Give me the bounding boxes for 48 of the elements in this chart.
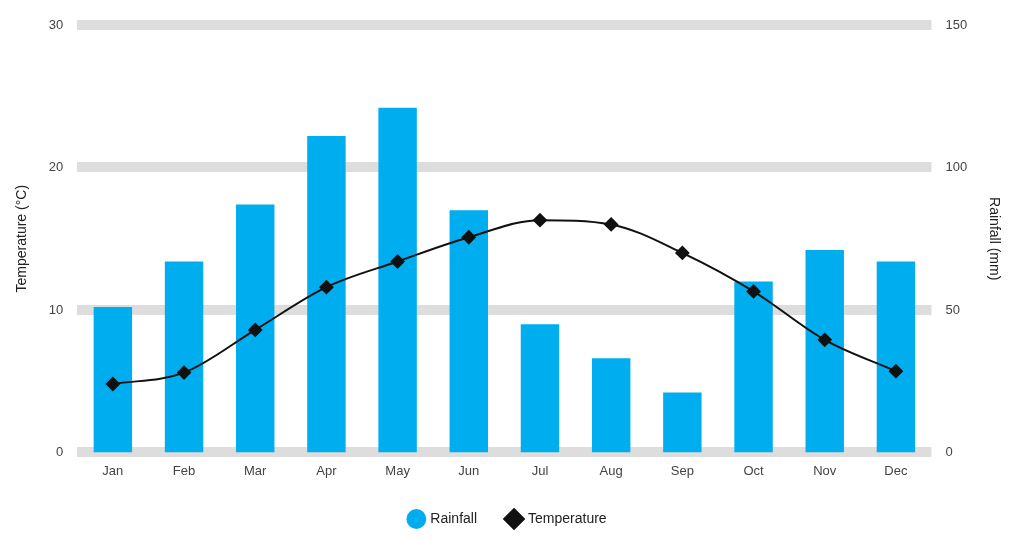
- y-tick-label: 10: [48, 301, 64, 317]
- bar: [663, 392, 702, 453]
- point: [604, 217, 619, 232]
- point: [319, 280, 334, 295]
- bar: [236, 204, 275, 453]
- x-tick-label: Jan: [102, 462, 124, 478]
- bar: [520, 324, 560, 453]
- point: [390, 254, 405, 269]
- y-axis-title: Temperature (°C): [13, 184, 30, 293]
- y2-tick-label: 0: [945, 443, 953, 459]
- point: [675, 245, 690, 260]
- x-tick-label: Dec: [884, 462, 908, 478]
- point: [248, 322, 263, 337]
- bar: [164, 261, 204, 453]
- y-tick-label: 30: [48, 16, 64, 32]
- x-tick-label: Nov: [813, 462, 837, 478]
- x-tick-label: Oct: [743, 462, 765, 478]
- point: [105, 377, 120, 392]
- bar: [93, 307, 133, 453]
- y2-tick-label: 150: [945, 16, 968, 32]
- x-tick-label: Sep: [670, 462, 694, 478]
- bar: [805, 250, 844, 453]
- point: [177, 365, 192, 380]
- point: [817, 332, 832, 347]
- y2-axis-title: Rainfall (mm): [986, 197, 1003, 281]
- y2-tick-label: 100: [945, 159, 968, 175]
- legend-label: Temperature: [528, 509, 607, 526]
- bar: [734, 281, 773, 453]
- x-tick-label: Feb: [172, 462, 196, 478]
- bar: [591, 358, 631, 453]
- bar: [449, 210, 489, 453]
- x-tick-label: Jun: [458, 462, 480, 478]
- point: [532, 213, 547, 228]
- x-tick-label: Mar: [244, 462, 268, 478]
- bar: [378, 107, 417, 453]
- bar: [876, 261, 916, 453]
- bar: [307, 136, 346, 453]
- legend-label: Rainfall: [430, 509, 478, 526]
- y-tick-label: 0: [56, 443, 64, 459]
- y-tick-label: 20: [48, 159, 64, 175]
- x-tick-label: Apr: [316, 462, 338, 478]
- y2-tick-label: 50: [945, 301, 960, 317]
- x-tick-label: Jul: [531, 462, 549, 478]
- x-tick-label: Aug: [599, 462, 623, 478]
- point: [888, 364, 903, 379]
- x-tick-label: May: [385, 462, 411, 478]
- point: [746, 284, 761, 299]
- point: [461, 230, 476, 245]
